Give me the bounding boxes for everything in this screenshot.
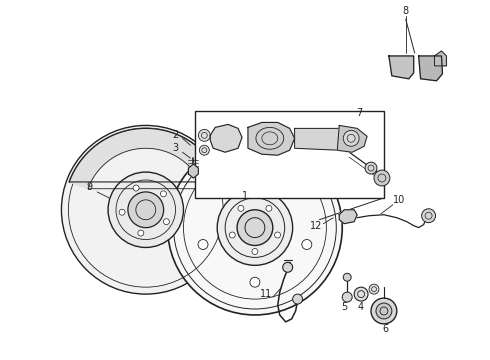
Circle shape xyxy=(198,129,210,141)
Circle shape xyxy=(374,170,390,186)
Polygon shape xyxy=(435,51,446,66)
Polygon shape xyxy=(248,122,294,155)
Polygon shape xyxy=(210,125,242,152)
Circle shape xyxy=(371,298,397,324)
Text: 1: 1 xyxy=(242,191,248,201)
Text: 12: 12 xyxy=(310,221,322,231)
Text: 9: 9 xyxy=(86,182,92,192)
Text: 2: 2 xyxy=(172,130,179,140)
Polygon shape xyxy=(69,129,222,189)
Polygon shape xyxy=(418,56,442,81)
Circle shape xyxy=(365,162,377,174)
Polygon shape xyxy=(294,129,354,150)
Circle shape xyxy=(218,179,228,188)
Text: 6: 6 xyxy=(383,324,389,334)
Text: 10: 10 xyxy=(392,195,405,205)
Text: 3: 3 xyxy=(172,143,178,153)
Polygon shape xyxy=(339,210,357,224)
Circle shape xyxy=(343,273,351,281)
Text: 7: 7 xyxy=(356,108,362,117)
Circle shape xyxy=(252,248,258,255)
Circle shape xyxy=(238,206,244,211)
Circle shape xyxy=(283,262,293,272)
Text: 8: 8 xyxy=(403,6,409,16)
Circle shape xyxy=(237,210,273,246)
Polygon shape xyxy=(337,125,367,152)
Circle shape xyxy=(266,206,272,211)
Circle shape xyxy=(343,130,359,146)
Circle shape xyxy=(421,209,436,223)
Text: 4: 4 xyxy=(358,302,364,312)
Circle shape xyxy=(168,140,342,315)
Circle shape xyxy=(61,125,230,294)
Circle shape xyxy=(274,232,281,238)
Circle shape xyxy=(293,294,302,304)
Circle shape xyxy=(302,239,312,249)
Circle shape xyxy=(138,230,144,236)
Bar xyxy=(196,111,384,198)
Circle shape xyxy=(198,239,208,249)
Text: 5: 5 xyxy=(341,302,347,312)
Circle shape xyxy=(229,232,235,238)
Circle shape xyxy=(133,185,139,191)
Circle shape xyxy=(164,219,170,225)
Text: 11: 11 xyxy=(260,289,272,299)
Circle shape xyxy=(199,145,209,155)
Circle shape xyxy=(161,191,167,197)
Circle shape xyxy=(250,277,260,287)
Circle shape xyxy=(128,192,164,228)
Circle shape xyxy=(119,209,125,215)
Polygon shape xyxy=(389,56,414,79)
Circle shape xyxy=(369,284,379,294)
Polygon shape xyxy=(189,164,198,178)
Circle shape xyxy=(376,303,392,319)
Circle shape xyxy=(108,172,183,247)
Circle shape xyxy=(342,292,352,302)
Circle shape xyxy=(282,179,292,188)
Circle shape xyxy=(217,190,293,265)
Circle shape xyxy=(354,287,368,301)
